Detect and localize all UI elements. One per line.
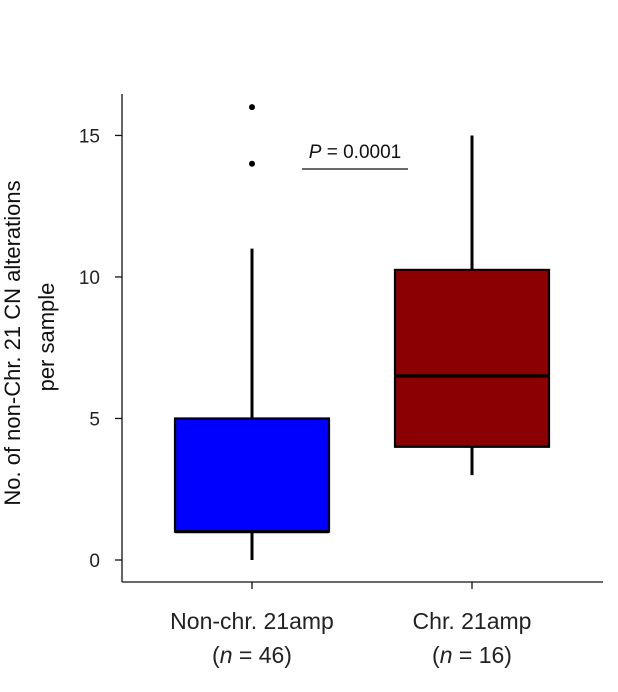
box-group: Non-chr. 21amp (n = 46) bbox=[170, 104, 334, 668]
box bbox=[173, 417, 331, 533]
y-axis-title-line2: per sample bbox=[34, 283, 59, 392]
x-category-label: Non-chr. 21amp bbox=[170, 608, 334, 634]
box-group: Chr. 21amp (n = 16) bbox=[393, 135, 551, 668]
outlier-point bbox=[249, 160, 255, 167]
x-sample-size-label: (n = 46) bbox=[212, 642, 292, 668]
x-sample-size-label: (n = 16) bbox=[432, 642, 512, 668]
axes: 0 5 10 15 bbox=[79, 94, 603, 583]
n-symbol: n bbox=[440, 642, 453, 668]
n-open: ( bbox=[212, 642, 220, 668]
p-value-label: P = 0.0001 bbox=[309, 142, 401, 163]
outlier-point bbox=[249, 104, 255, 111]
y-tick-label: 10 bbox=[79, 268, 100, 289]
p-value-text: = 0.0001 bbox=[321, 142, 401, 163]
box bbox=[393, 268, 551, 448]
n-value: = 16) bbox=[453, 642, 512, 668]
boxes: Non-chr. 21amp(n = 46)Chr. 21amp(n = 16) bbox=[170, 104, 551, 668]
y-tick-label: 15 bbox=[79, 126, 100, 147]
y-tick-label: 5 bbox=[89, 409, 100, 430]
y-axis-title-line1: No. of non-Chr. 21 CN alterations bbox=[0, 180, 25, 505]
n-value: = 46) bbox=[233, 642, 292, 668]
n-open: ( bbox=[432, 642, 440, 668]
y-axis-title: No. of non-Chr. 21 CN alterations per sa… bbox=[0, 180, 59, 505]
p-symbol: P bbox=[309, 142, 322, 163]
n-symbol: n bbox=[220, 642, 233, 668]
y-tick-label: 0 bbox=[89, 551, 100, 572]
x-category-label: Chr. 21amp bbox=[413, 608, 532, 634]
significance-annotation: P = 0.0001 bbox=[302, 142, 408, 170]
